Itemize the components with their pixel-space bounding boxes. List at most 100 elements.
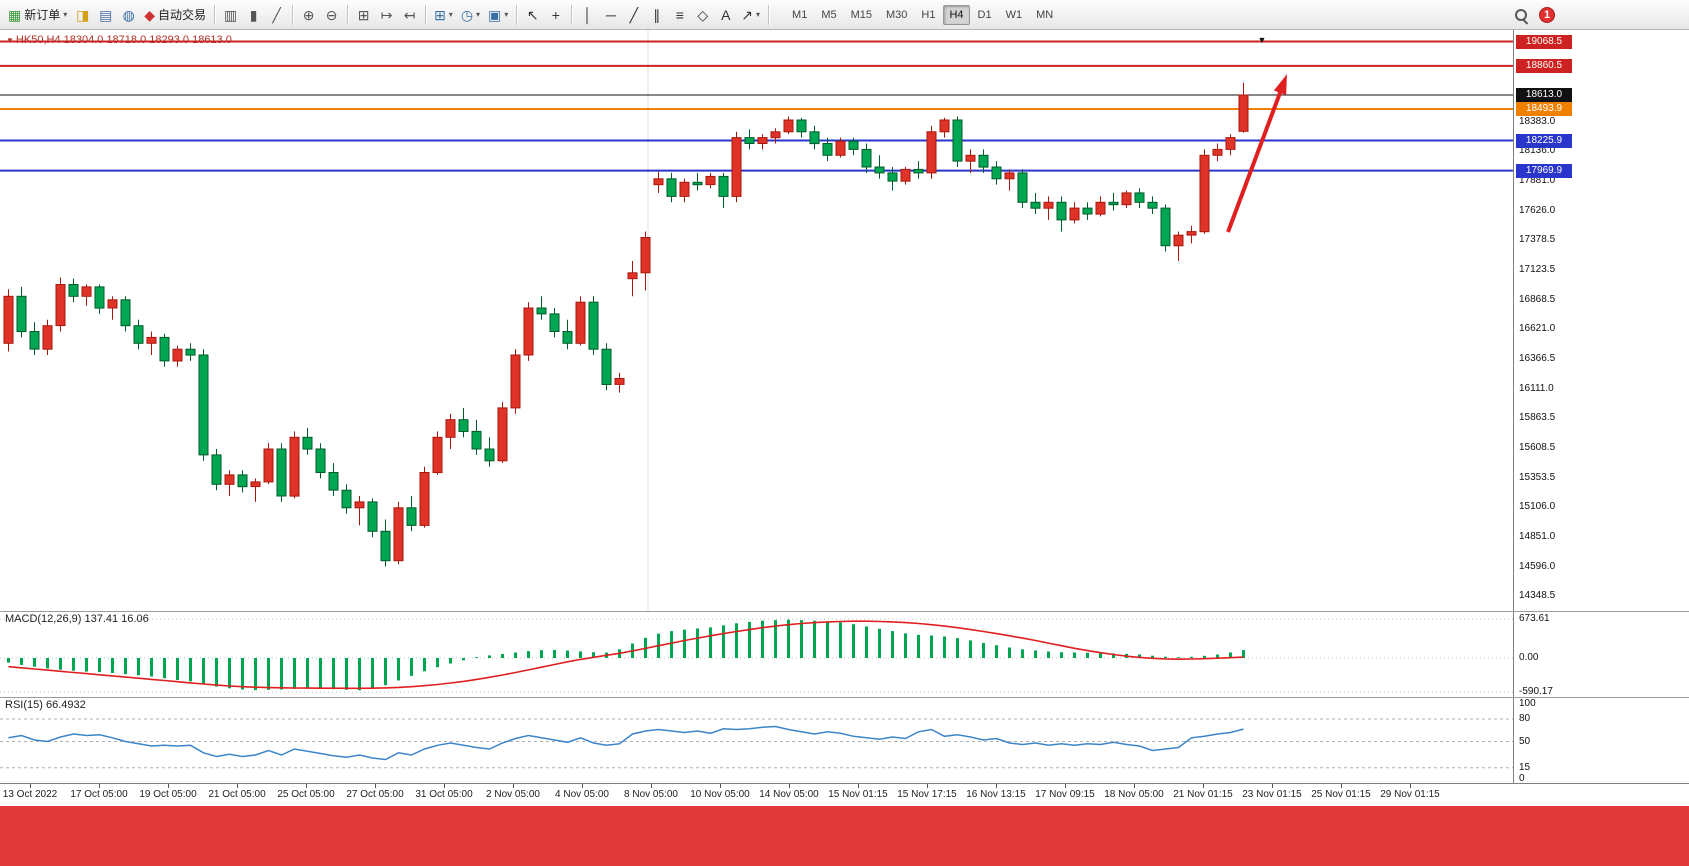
new-order-button-label: 新订单 bbox=[24, 8, 61, 22]
time-label: 19 Oct 05:00 bbox=[139, 789, 197, 800]
auto-trading-button[interactable]: ◆ 自动交易 bbox=[140, 3, 210, 27]
support-line-lower-badge: 17969.9 bbox=[1516, 163, 1572, 178]
time-label: 4 Nov 05:00 bbox=[555, 789, 609, 800]
main-toolbar: ▦ 新订单 ▾ ◨ ▤ ◍ ◆ 自动交易 ▥ ▮ ╱ ⊕ ⊖ ⊞ ↦ ↤ ⊞ ▾ ◷ ▾ ▣ ▾ ↖ + │ ─ ╱ ∥ ≡ ◇ A ↗ ▾ M… bbox=[0, 0, 1689, 30]
navigator-icon: ◍ bbox=[122, 6, 135, 23]
rsi-panel[interactable] bbox=[0, 697, 1513, 783]
time-label: 25 Oct 05:00 bbox=[277, 789, 335, 800]
price-tick-label: 15608.5 bbox=[1519, 442, 1556, 453]
rsi-axis-label: 80 bbox=[1519, 713, 1531, 724]
horizontal-line-icon: ─ bbox=[605, 6, 616, 23]
time-label: 10 Nov 05:00 bbox=[690, 789, 750, 800]
candlestick-chart[interactable]: ▼ bbox=[0, 30, 1513, 611]
channel-button[interactable]: ∥ bbox=[645, 3, 668, 27]
time-tick bbox=[1203, 784, 1204, 788]
macd-signal-line bbox=[8, 620, 1244, 690]
macd-histogram bbox=[7, 619, 1245, 691]
price-tick-label: 15353.5 bbox=[1519, 472, 1556, 483]
auto-scroll-button[interactable]: ↦ bbox=[375, 3, 398, 27]
notification-badge[interactable]: 1 bbox=[1539, 7, 1555, 23]
toolbar-separator bbox=[571, 4, 573, 25]
tf-d1[interactable]: D1 bbox=[977, 8, 992, 21]
tf-m1[interactable]: M1 bbox=[792, 8, 808, 21]
bar-chart-button[interactable]: ▥ bbox=[219, 3, 242, 27]
tf-h4[interactable]: H4 bbox=[943, 4, 970, 25]
navigator-button[interactable]: ◍ bbox=[117, 3, 140, 27]
time-tick bbox=[720, 784, 721, 788]
shapes-button[interactable]: ◇ bbox=[691, 3, 714, 27]
macd-panel[interactable] bbox=[0, 611, 1513, 697]
macd-label: MACD(12,26,9) 137.41 16.06 bbox=[5, 613, 149, 625]
rsi-value: 66.4932 bbox=[45, 699, 86, 711]
cursor-icon: ↖ bbox=[526, 6, 539, 23]
price-tick-label: 16366.5 bbox=[1519, 353, 1556, 364]
templates-button[interactable]: ▣ ▾ bbox=[484, 3, 512, 27]
symbol-marker-icon: ▼ bbox=[6, 36, 14, 45]
support-line-upper-badge: 18225.9 bbox=[1516, 133, 1572, 148]
price-tick-label: 14851.0 bbox=[1519, 531, 1556, 543]
tf-m5[interactable]: M5 bbox=[821, 8, 837, 21]
bar-chart-icon: ▥ bbox=[223, 6, 238, 23]
fibonacci-icon: ≡ bbox=[675, 6, 684, 23]
time-label: 15 Nov 01:15 bbox=[828, 789, 888, 800]
bottom-red-banner bbox=[0, 806, 1689, 866]
time-tick bbox=[30, 784, 31, 788]
time-tick bbox=[513, 784, 514, 788]
search-icon[interactable] bbox=[1514, 8, 1529, 23]
price-tick-label: 16868.5 bbox=[1519, 294, 1556, 305]
cursor-button[interactable]: ↖ bbox=[521, 3, 544, 27]
time-label: 14 Nov 05:00 bbox=[759, 789, 819, 800]
resistance-line-upper-badge: 19068.5 bbox=[1516, 34, 1572, 49]
line-chart-icon: ╱ bbox=[272, 6, 281, 23]
time-tick bbox=[237, 784, 238, 788]
zoom-out-button[interactable]: ⊖ bbox=[320, 3, 343, 27]
time-label: 18 Nov 05:00 bbox=[1104, 789, 1164, 800]
macd-axis-label: 673.61 bbox=[1519, 613, 1550, 625]
time-tick bbox=[927, 784, 928, 788]
trend-arrow-annotation[interactable] bbox=[1226, 74, 1287, 233]
periods-button[interactable]: ◷ ▾ bbox=[457, 3, 484, 27]
new-chart-icon: ⊞ bbox=[434, 6, 446, 23]
clock-icon: ◷ bbox=[460, 6, 474, 23]
arrows-tool-button[interactable]: ↗ ▾ bbox=[737, 3, 764, 27]
line-chart-button[interactable]: ╱ bbox=[265, 3, 288, 27]
toolbar-buttons: ▦ 新订单 ▾ ◨ ▤ ◍ ◆ 自动交易 ▥ ▮ ╱ ⊕ ⊖ ⊞ ↦ ↤ ⊞ ▾ ◷ ▾ ▣ ▾ ↖ + │ ─ ╱ ∥ ≡ ◇ A ↗ ▾ bbox=[4, 0, 773, 30]
price-axis: 18383.0 18136.0 17881.0 17626.0 17378.5 17123… bbox=[1513, 30, 1689, 784]
tf-w1[interactable]: W1 bbox=[1005, 8, 1023, 21]
new-chart-button[interactable]: ⊞ ▾ bbox=[430, 3, 457, 27]
time-label: 13 Oct 2022 bbox=[2, 789, 58, 800]
toolbar-separator bbox=[768, 4, 770, 25]
tile-windows-button[interactable]: ⊞ bbox=[352, 3, 375, 27]
tf-mn[interactable]: MN bbox=[1036, 8, 1054, 21]
caret-down-icon: ▾ bbox=[448, 10, 453, 19]
trendline-button[interactable]: ╱ bbox=[622, 3, 645, 27]
text-button[interactable]: A bbox=[714, 3, 737, 27]
rsi-axis-label: 0 bbox=[1519, 773, 1525, 784]
tf-m15[interactable]: M15 bbox=[850, 8, 873, 21]
price-tick-label: 16111.0 bbox=[1519, 383, 1554, 394]
vertical-line-button[interactable]: │ bbox=[576, 3, 599, 27]
candlestick-button[interactable]: ▮ bbox=[242, 3, 265, 27]
time-label: 8 Nov 05:00 bbox=[624, 789, 678, 800]
time-label: 29 Nov 01:15 bbox=[1380, 789, 1440, 800]
zoom-in-button[interactable]: ⊕ bbox=[297, 3, 320, 27]
macd-rsi-divider[interactable] bbox=[0, 697, 1689, 698]
data-window-button[interactable]: ▤ bbox=[94, 3, 117, 27]
caret-down-icon: ▾ bbox=[63, 10, 68, 19]
chart-shift-button[interactable]: ↤ bbox=[398, 3, 421, 27]
time-tick bbox=[582, 784, 583, 788]
time-tick bbox=[168, 784, 169, 788]
time-label: 21 Oct 05:00 bbox=[208, 789, 266, 800]
horizontal-line-button[interactable]: ─ bbox=[599, 3, 622, 27]
fibonacci-button[interactable]: ≡ bbox=[668, 3, 691, 27]
crosshair-button[interactable]: + bbox=[544, 3, 567, 27]
macd-name: MACD(12,26,9) bbox=[5, 613, 82, 625]
price-tick-label: 17123.5 bbox=[1519, 264, 1556, 275]
tf-m30[interactable]: M30 bbox=[886, 8, 908, 21]
market-watch-button[interactable]: ◨ bbox=[71, 3, 94, 27]
tf-h1[interactable]: H1 bbox=[921, 8, 936, 21]
toolbar-separator bbox=[214, 4, 216, 25]
main-macd-divider[interactable] bbox=[0, 611, 1689, 612]
candles bbox=[3, 82, 1249, 567]
new-order-button[interactable]: ▦ 新订单 ▾ bbox=[4, 3, 71, 27]
